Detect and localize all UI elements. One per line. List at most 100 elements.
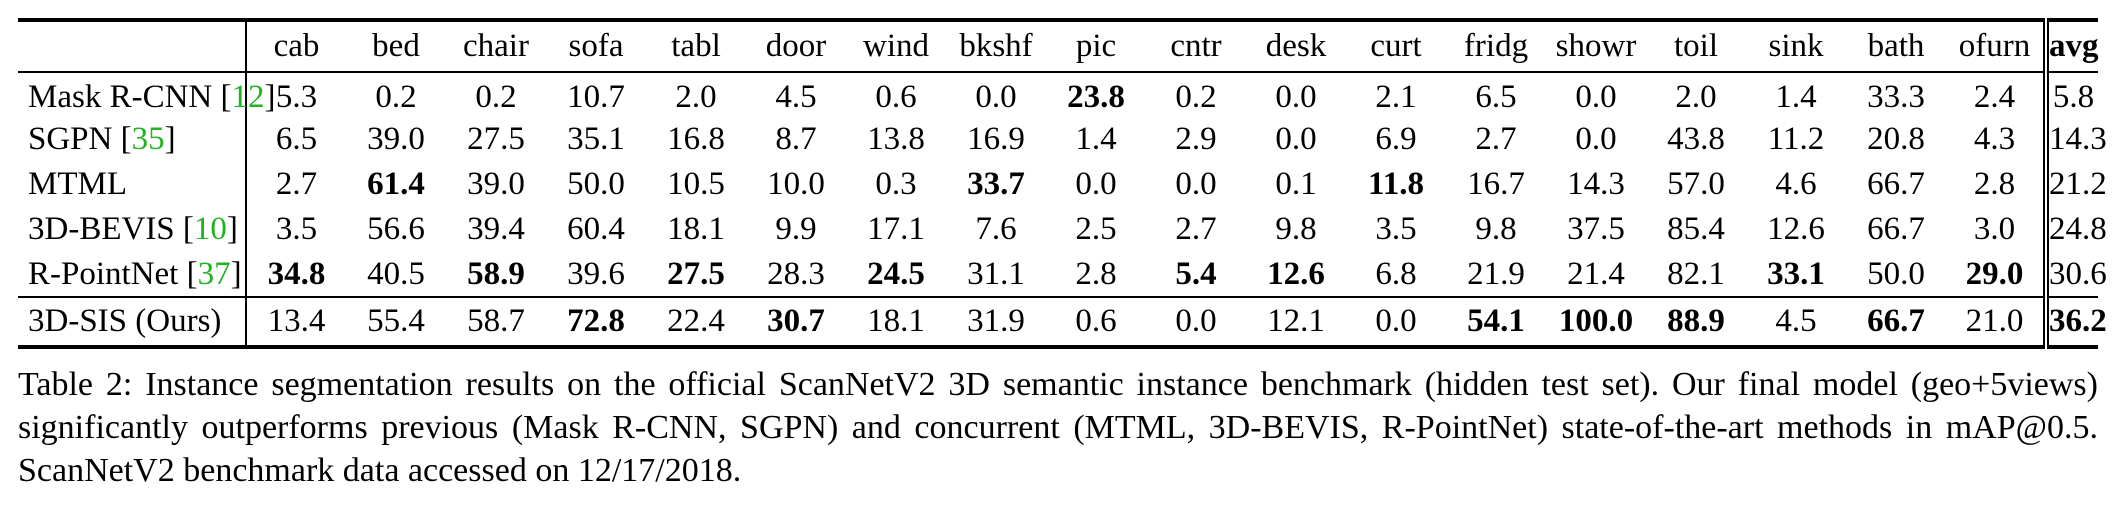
value-cell-sink: 4.6 (1775, 166, 1817, 202)
value-cell-pic: 1.4 (1075, 121, 1117, 157)
method-column-header (18, 20, 246, 72)
value-cell-toil: 82.1 (1667, 255, 1725, 292)
table-body: Mask R-CNN [12] 5.3 0.2 0.2 10.7 2.0 4.5 0.6 0.0… (18, 72, 2107, 347)
method-name: Mask R-CNN (28, 78, 213, 115)
value-cell-desk: 0.0 (1275, 121, 1317, 157)
table-row: 3D-SIS (Ours) 13.4 55.4 58.7 72.8 22.4 30.7 18.… (18, 297, 2107, 347)
value-cell-cab: 2.7 (245, 162, 346, 207)
value-cell-toil: 43.8 (1667, 121, 1725, 157)
method-name: SGPN (28, 121, 113, 157)
value-cell-ofurn: 2.8 (1973, 166, 2016, 202)
value-cell-wind: 24.5 (867, 255, 925, 292)
value-cell-sofa: 50.0 (567, 166, 625, 202)
table-row: MTML 2.7 61.4 39.0 50.0 10.5 10.0 0.3 33.7 0.0 0.0… (18, 162, 2107, 207)
value-cell-sofa: 39.6 (567, 255, 625, 292)
value-cell-avg: 30.6 (2043, 252, 2107, 297)
value-cell-pic: 2.5 (1075, 211, 1117, 247)
value-cell-bath: 66.7 (1867, 166, 1925, 202)
table-row: 3D-BEVIS [10] 3.5 56.6 39.4 60.4 18.1 9.9 17.1 7… (18, 207, 2107, 252)
value-cell-fridg: 6.5 (1475, 78, 1517, 115)
value-cell-avg: 21.2 (2043, 162, 2107, 207)
method-name-cell: SGPN [35] (28, 121, 176, 157)
value-cell-door: 10.0 (767, 166, 825, 202)
value-cell-bath: 50.0 (1867, 255, 1925, 292)
value-cell-sink: 33.1 (1767, 255, 1825, 292)
value-cell-bath: 66.7 (1867, 211, 1925, 247)
column-header-desk: desk (1265, 28, 1327, 64)
method-name-cell: 3D-BEVIS [10] (28, 211, 238, 247)
value-cell-chair: 27.5 (467, 121, 525, 157)
value-cell-door: 8.7 (775, 121, 817, 157)
value-cell-curt: 11.8 (1368, 166, 1424, 202)
method-name: R-PointNet (28, 255, 179, 292)
value-cell-desk: 9.8 (1275, 211, 1317, 247)
column-header-bed: bed (372, 28, 420, 64)
value-cell-tabl: 22.4 (667, 303, 725, 339)
value-cell-bed: 39.0 (367, 121, 425, 157)
value-cell-avg: 24.8 (2043, 207, 2107, 252)
citation-link[interactable]: 12 (231, 78, 265, 115)
value-cell-desk: 12.1 (1267, 303, 1325, 339)
column-header-sofa: sofa (568, 28, 624, 64)
value-cell-showr: 14.3 (1567, 166, 1625, 202)
citation-link[interactable]: 37 (197, 255, 231, 292)
value-cell-sink: 4.5 (1775, 303, 1817, 339)
value-cell-pic: 2.8 (1075, 255, 1117, 292)
column-header-pic: pic (1075, 28, 1117, 64)
value-cell-showr: 0.0 (1575, 121, 1617, 157)
value-cell-chair: 0.2 (475, 78, 517, 115)
value-cell-chair: 58.7 (467, 303, 525, 339)
value-cell-bkshf: 31.9 (967, 303, 1025, 339)
method-name: MTML (28, 166, 127, 202)
value-cell-sink: 1.4 (1775, 78, 1817, 115)
value-cell-pic: 23.8 (1067, 78, 1125, 115)
value-cell-chair: 58.9 (467, 255, 525, 292)
column-header-bkshf: bkshf (959, 28, 1033, 64)
value-cell-bed: 0.2 (375, 78, 417, 115)
value-cell-ofurn: 3.0 (1973, 211, 2016, 247)
value-cell-ofurn: 21.0 (1965, 303, 2024, 339)
column-header-curt: curt (1370, 28, 1422, 64)
value-cell-sofa: 72.8 (567, 303, 625, 339)
value-cell-avg: 36.2 (2043, 297, 2107, 347)
value-cell-cntr: 2.7 (1175, 211, 1217, 247)
table-row: Mask R-CNN [12] 5.3 0.2 0.2 10.7 2.0 4.5 0.6 0.0… (18, 72, 2098, 117)
value-cell-cab: 5.3 (245, 72, 346, 117)
value-cell-cab: 13.4 (245, 297, 346, 347)
value-cell-fridg: 54.1 (1467, 303, 1525, 339)
value-cell-bkshf: 33.7 (967, 166, 1025, 202)
value-cell-wind: 0.3 (875, 166, 917, 202)
value-cell-bkshf: 31.1 (967, 255, 1025, 292)
table-caption: Table 2: Instance segmentation results o… (18, 366, 2098, 489)
value-cell-fridg: 9.8 (1475, 211, 1517, 247)
citation-link[interactable]: 35 (131, 121, 165, 157)
value-cell-avg: 5.8 (2043, 72, 2098, 117)
column-header-cntr: cntr (1170, 28, 1222, 64)
value-cell-cab: 6.5 (245, 117, 346, 162)
value-cell-sofa: 10.7 (567, 78, 625, 115)
value-cell-door: 9.9 (775, 211, 817, 247)
value-cell-toil: 2.0 (1675, 78, 1717, 115)
value-cell-wind: 17.1 (867, 211, 925, 247)
results-table-figure: cab bed chair sofa tabl door wind bkshf pic cntr d… (18, 18, 2107, 492)
citation-link[interactable]: 10 (193, 211, 227, 247)
column-header-tabl: tabl (671, 28, 721, 64)
value-cell-ofurn: 2.4 (1973, 78, 2016, 115)
method-name-cell: 3D-SIS (Ours) (18, 297, 246, 347)
value-cell-bed: 61.4 (367, 166, 425, 202)
value-cell-showr: 100.0 (1558, 303, 1634, 339)
value-cell-wind: 18.1 (867, 303, 925, 339)
value-cell-cntr: 0.2 (1175, 78, 1217, 115)
value-cell-toil: 57.0 (1667, 166, 1725, 202)
value-cell-tabl: 27.5 (667, 255, 725, 292)
value-cell-bkshf: 16.9 (967, 121, 1025, 157)
table-header-row: cab bed chair sofa tabl door wind bkshf pic cntr d… (18, 20, 2099, 72)
value-cell-cntr: 0.0 (1175, 166, 1217, 202)
value-cell-wind: 0.6 (875, 78, 917, 115)
value-cell-fridg: 21.9 (1467, 255, 1525, 292)
value-cell-showr: 37.5 (1567, 211, 1625, 247)
value-cell-tabl: 2.0 (675, 78, 717, 115)
method-name-cell: R-PointNet [37] (28, 255, 242, 292)
value-cell-curt: 0.0 (1375, 303, 1417, 339)
value-cell-sofa: 60.4 (567, 211, 625, 247)
